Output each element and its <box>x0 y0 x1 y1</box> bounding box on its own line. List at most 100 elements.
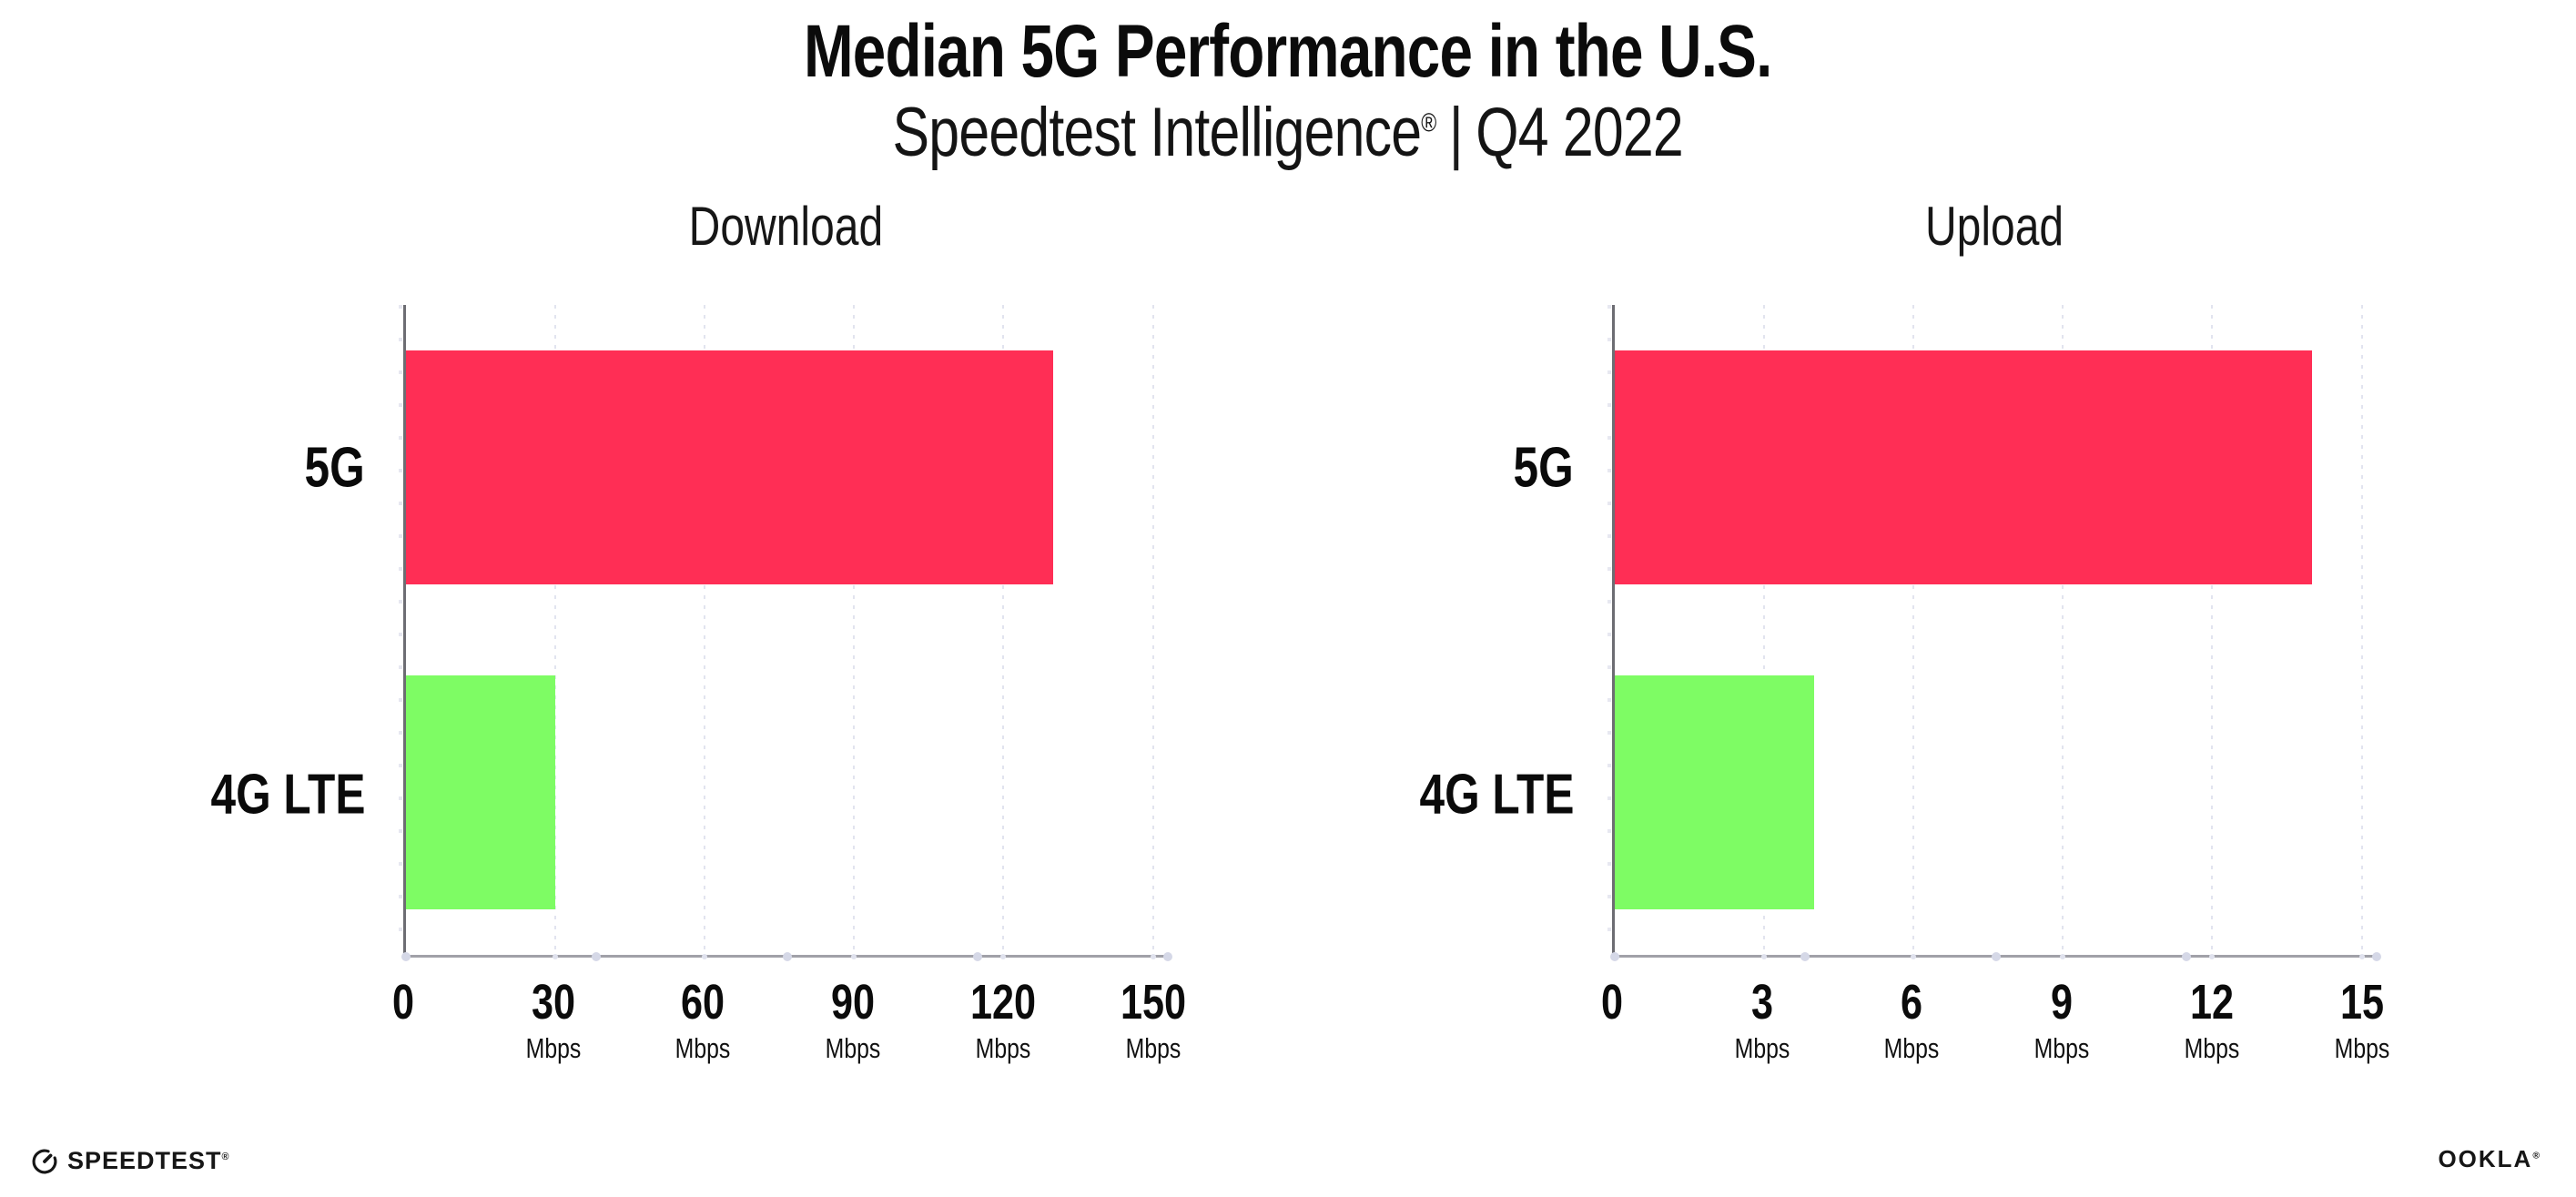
gridline <box>853 305 856 955</box>
header: Median 5G Performance in the U.S. Speedt… <box>0 0 2576 169</box>
x-tick-label: 0 <box>1598 978 1626 1027</box>
tick-value: 3 <box>1750 975 1773 1030</box>
download-chart-title-text: Download <box>688 196 883 257</box>
axis-tick-dot <box>851 954 857 959</box>
ookla-wordmark-text: OOKLA <box>2438 1145 2533 1172</box>
tick-value: 6 <box>1901 975 1923 1030</box>
x-tick-label: 15 Mbps <box>2328 978 2397 1062</box>
page-subtitle: Speedtest Intelligence® | Q4 2022 <box>0 96 2576 169</box>
upload-category-labels: 5G 4G LTE <box>1419 305 1612 958</box>
axis-tick-dot <box>553 954 559 959</box>
gridline <box>2360 305 2363 955</box>
upload-chart: Upload 5G 4G LTE 0 3 Mbps 6 Mbps 9 Mbps 12 Mbps 15… <box>1419 173 2389 1112</box>
gridline <box>1763 305 1766 955</box>
axis-quarter-dot <box>1800 952 1810 961</box>
tick-unit: Mbps <box>975 1032 1031 1064</box>
speedtest-wordmark: SPEEDTEST® <box>67 1147 230 1175</box>
tick-unit: Mbps <box>1125 1032 1181 1064</box>
subtitle-period: Q4 2022 <box>1476 94 1684 172</box>
gridline <box>1151 305 1154 955</box>
axis-quarter-dot <box>401 952 411 961</box>
tick-value: 60 <box>681 975 725 1030</box>
tick-value: 0 <box>391 975 415 1030</box>
x-tick-label: 150 Mbps <box>1111 978 1193 1062</box>
axis-tick-dot <box>2358 954 2365 959</box>
bar-4g-lte <box>406 675 556 909</box>
upload-plot-area <box>1607 305 2381 961</box>
subtitle-separator: | <box>1449 94 1464 172</box>
axis-quarter-dot <box>1163 952 1172 961</box>
x-tick-label: 3 Mbps <box>1728 978 1797 1062</box>
axis-quarter-dot <box>782 952 792 961</box>
axis-tick-dot <box>2209 954 2216 959</box>
axis-tick-dot <box>702 954 708 959</box>
tick-value: 90 <box>831 975 876 1030</box>
tick-unit: Mbps <box>825 1032 881 1064</box>
tick-unit: Mbps <box>525 1032 582 1064</box>
category-label-4g-lte: 4G LTE <box>1381 762 1574 827</box>
tick-unit: Mbps <box>2033 1032 2090 1064</box>
x-tick-label: 6 Mbps <box>1878 978 1947 1062</box>
bar-5g <box>1615 350 2312 584</box>
axis-quarter-dot <box>1610 952 1619 961</box>
gridline <box>554 305 557 955</box>
axis-tick-dot <box>1150 954 1156 959</box>
page-title-text: Median 5G Performance in the U.S. <box>804 10 1772 93</box>
registered-trademark-symbol: ® <box>1421 108 1436 138</box>
axis-tick-dot <box>2060 954 2066 959</box>
category-label-5g: 5G <box>1498 436 1574 501</box>
subtitle-brand: Speedtest Intelligence <box>892 94 1422 172</box>
tick-unit: Mbps <box>1884 1032 1940 1064</box>
tick-value: 12 <box>2189 975 2234 1030</box>
x-tick-label: 90 Mbps <box>818 978 887 1062</box>
download-chart-title: Download <box>403 173 1168 305</box>
ookla-logo: OOKLA® <box>2438 1145 2541 1173</box>
gridline <box>704 305 706 955</box>
axis-quarter-dot <box>2372 952 2381 961</box>
bar-4g-lte <box>1615 675 1814 909</box>
category-label-text: 5G <box>304 436 365 500</box>
tick-value: 0 <box>1600 975 1624 1030</box>
gridline <box>2211 305 2214 955</box>
upload-chart-body: 5G 4G LTE <box>1419 305 2381 961</box>
x-tick-label: 0 <box>390 978 417 1027</box>
tick-value: 150 <box>1120 975 1186 1030</box>
download-category-labels: 5G 4G LTE <box>210 305 403 958</box>
category-label-4g-lte: 4G LTE <box>172 762 365 827</box>
axis-quarter-dot <box>1991 952 2001 961</box>
ookla-registered-mark: ® <box>2532 1151 2541 1161</box>
gridline <box>1002 305 1005 955</box>
page-subtitle-text: Speedtest Intelligence® | Q4 2022 <box>892 94 1684 172</box>
category-label-text: 4G LTE <box>1419 763 1574 827</box>
tick-unit: Mbps <box>1734 1032 1790 1064</box>
axis-tick-dot <box>1000 954 1007 959</box>
category-label-text: 4G LTE <box>210 763 365 827</box>
axis-quarter-dot <box>2181 952 2191 961</box>
download-chart-body: 5G 4G LTE <box>210 305 1172 961</box>
category-label-text: 5G <box>1513 436 1574 500</box>
axis-tick-dot <box>1761 954 1768 959</box>
category-label-5g: 5G <box>289 436 365 501</box>
speedtest-registered-mark: ® <box>221 1151 230 1162</box>
speedtest-gauge-icon <box>31 1148 58 1175</box>
x-tick-label: 9 Mbps <box>2027 978 2096 1062</box>
x-tick-label: 12 Mbps <box>2177 978 2246 1062</box>
gridline <box>1912 305 1915 955</box>
y-axis-tick-dots <box>399 305 402 955</box>
tick-unit: Mbps <box>2334 1032 2389 1064</box>
download-chart: Download 5G 4G LTE 0 30 Mbps 60 Mbps 90 Mbps 120… <box>210 173 1186 1112</box>
axis-tick-dot <box>1911 954 1917 959</box>
download-plot-area <box>399 305 1172 961</box>
bar-5g <box>406 350 1054 584</box>
x-tick-label: 120 Mbps <box>962 978 1044 1062</box>
upload-chart-title: Upload <box>1612 173 2377 305</box>
tick-value: 9 <box>2051 975 2074 1030</box>
tick-value: 120 <box>969 975 1036 1030</box>
tick-value: 30 <box>531 975 575 1030</box>
tick-unit: Mbps <box>675 1032 731 1064</box>
speedtest-logo: SPEEDTEST® <box>31 1147 230 1175</box>
tick-value: 15 <box>2339 975 2384 1030</box>
y-axis-tick-dots <box>1607 305 1611 955</box>
upload-chart-title-text: Upload <box>1924 196 2064 257</box>
